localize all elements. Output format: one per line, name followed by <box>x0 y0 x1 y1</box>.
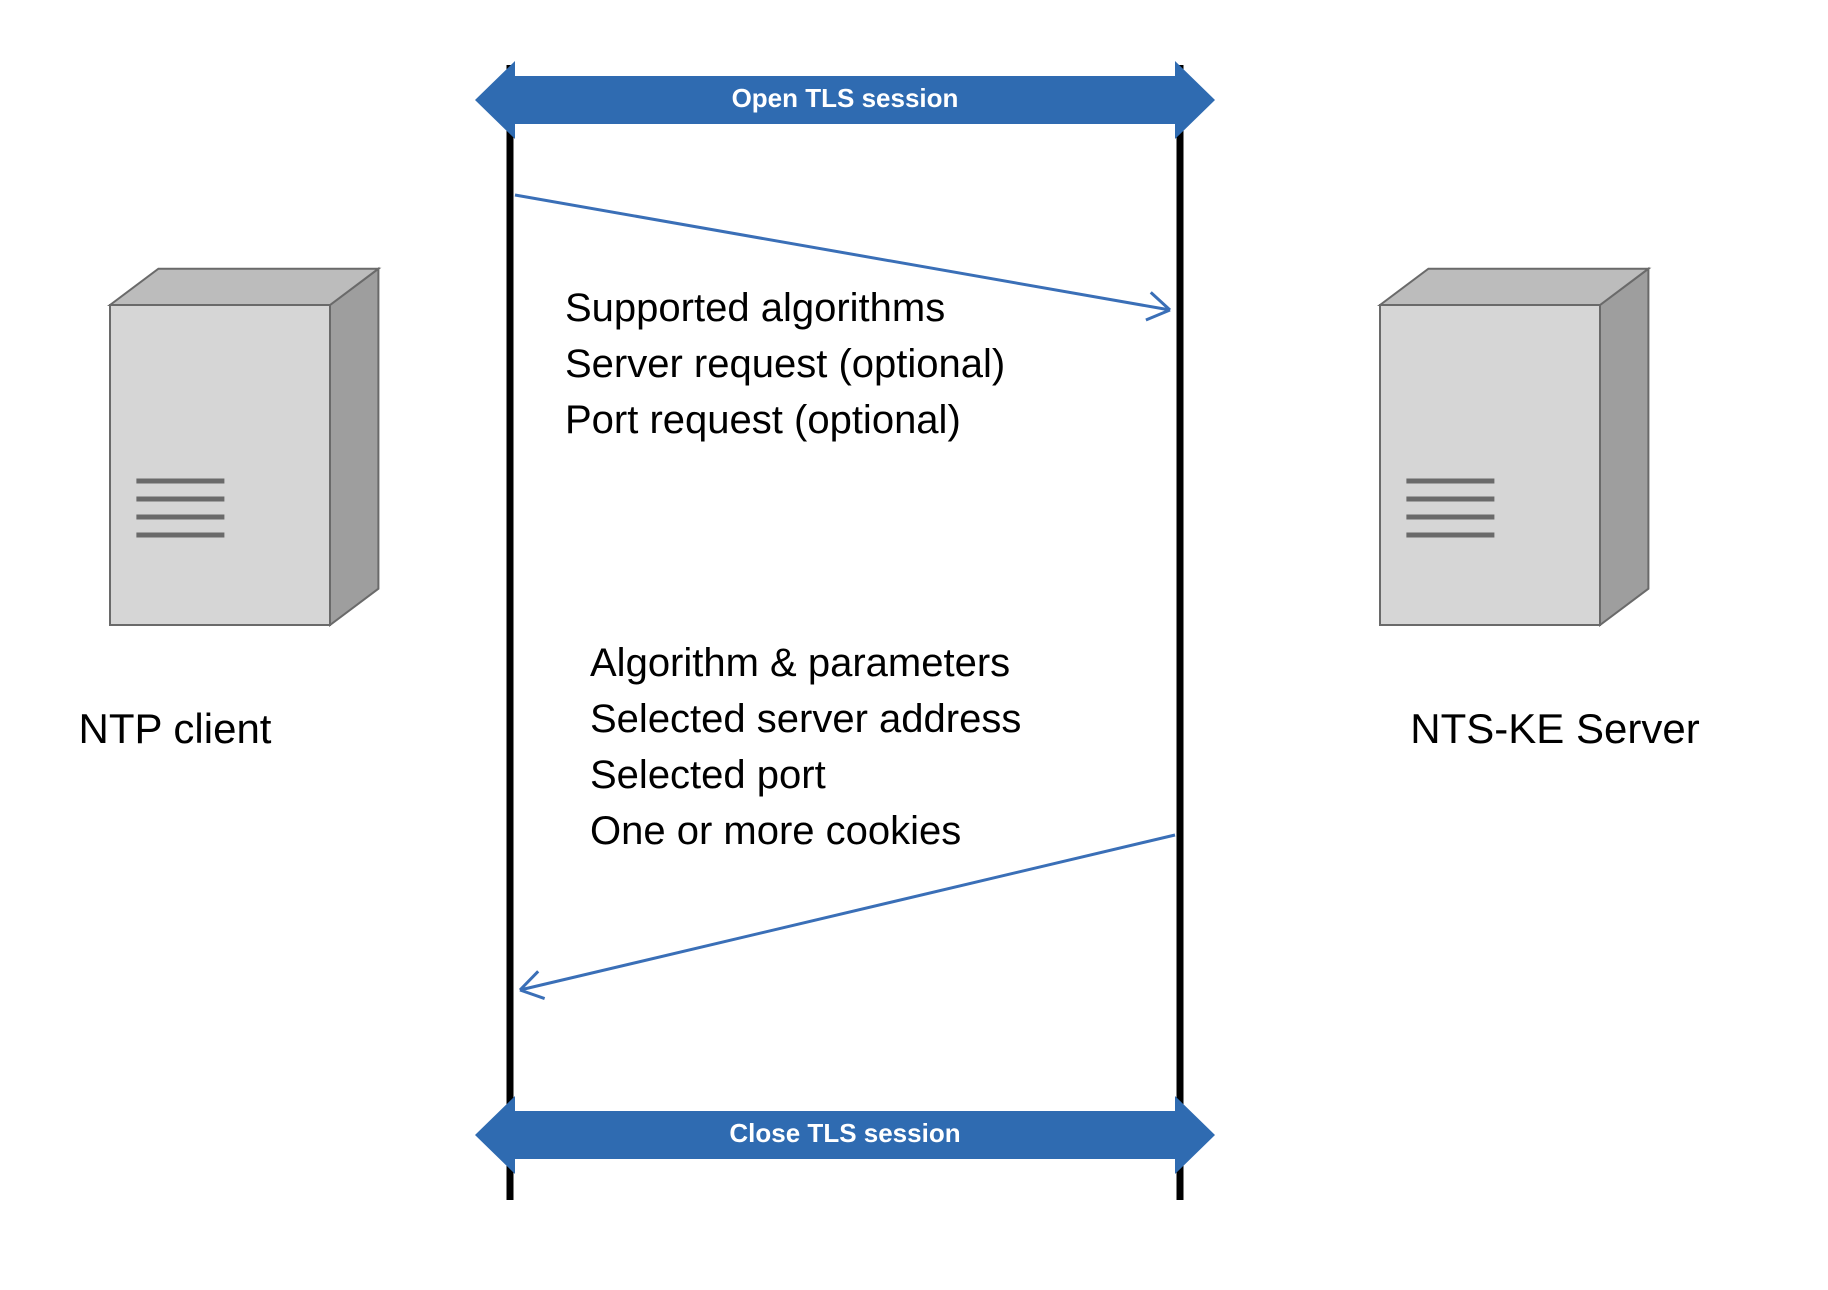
nts-ke-server-label: NTS-KE Server <box>1305 705 1805 753</box>
message-line: Port request (optional) <box>565 392 1005 448</box>
client-request-text: Supported algorithmsServer request (opti… <box>565 280 1005 448</box>
message-line: Selected server address <box>590 691 1021 747</box>
message-line: Selected port <box>590 747 1021 803</box>
message-line: Algorithm & parameters <box>590 635 1021 691</box>
message-line: Server request (optional) <box>565 336 1005 392</box>
server-response-text: Algorithm & parametersSelected server ad… <box>590 635 1021 859</box>
nts-ke-server-icon <box>1380 269 1648 625</box>
sequence-diagram: Open TLS session Close TLS session NTP c… <box>0 0 1828 1290</box>
message-line: One or more cookies <box>590 803 1021 859</box>
message-line: Supported algorithms <box>565 280 1005 336</box>
open-tls-banner-label: Open TLS session <box>515 83 1175 114</box>
ntp-client-label: NTP client <box>0 705 425 753</box>
ntp-client-icon <box>110 269 378 625</box>
close-tls-banner-label: Close TLS session <box>515 1118 1175 1149</box>
